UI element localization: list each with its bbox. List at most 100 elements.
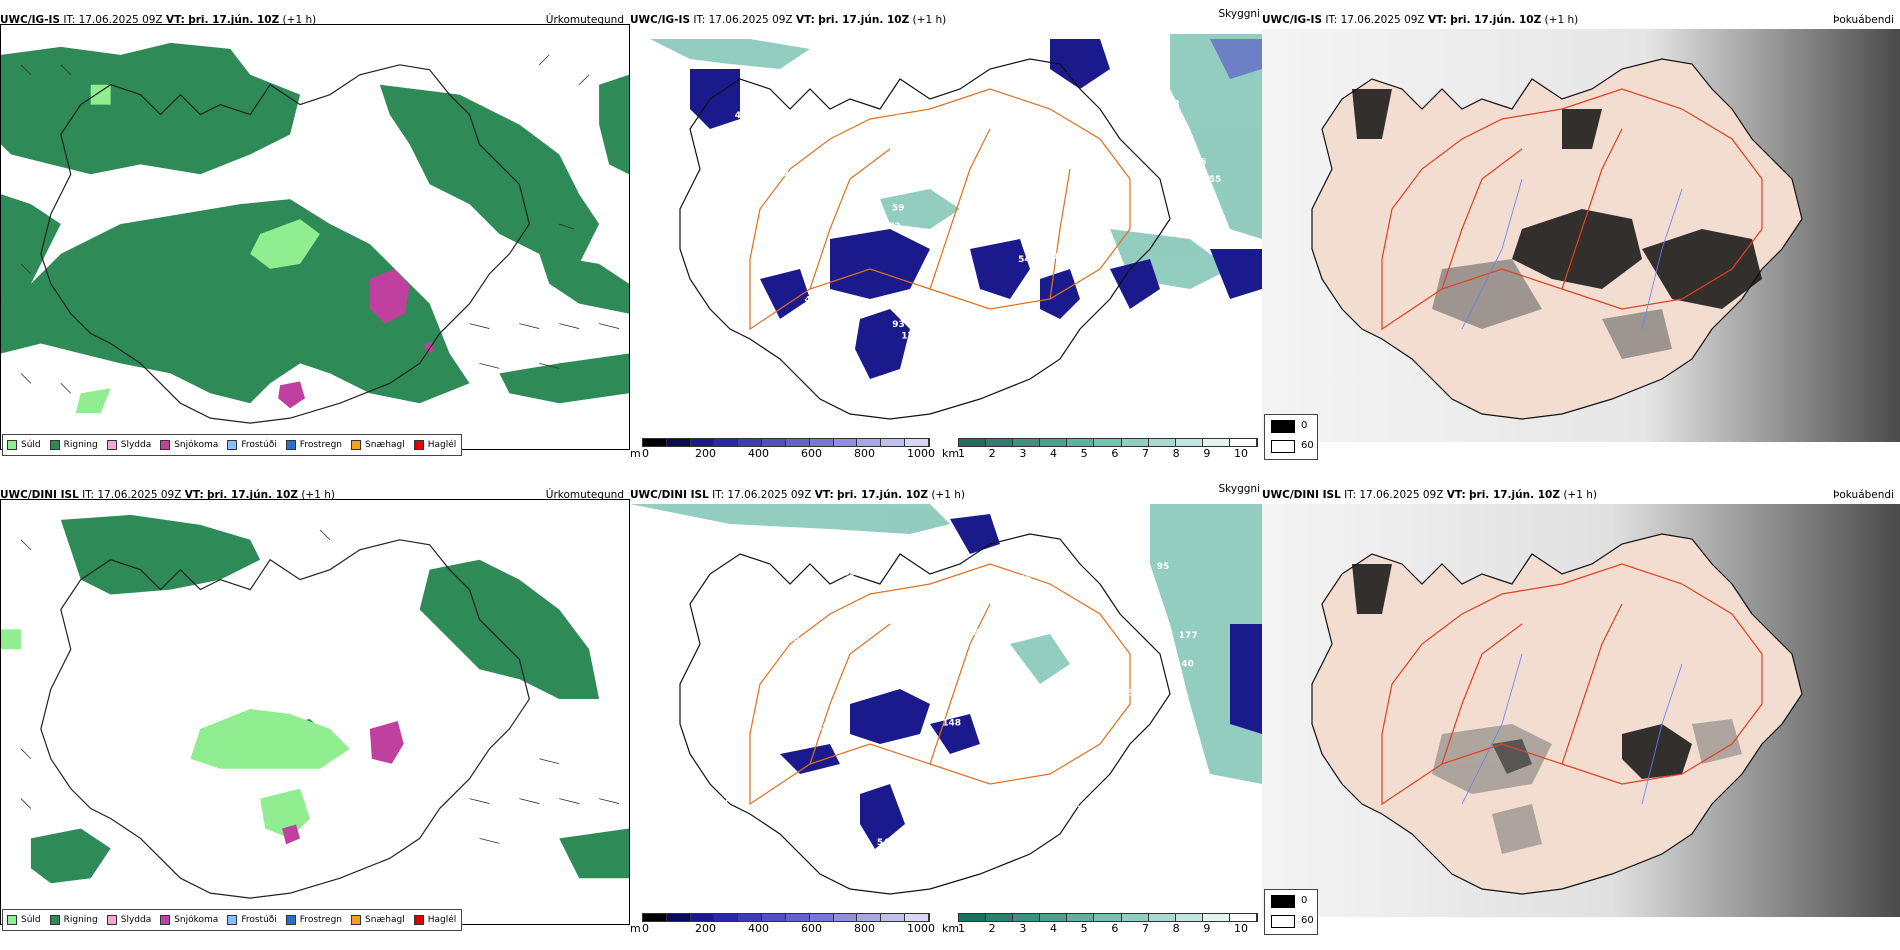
model-name: UWC/DINI ISL <box>630 489 709 501</box>
legend-label: Snæhagl <box>365 915 405 925</box>
issue-time-label: IT: <box>712 489 725 501</box>
fog-legend-white <box>1271 440 1295 453</box>
colorbar-segment <box>1229 439 1258 446</box>
colorbar-tick-label: 800 <box>853 922 875 935</box>
lead-time: (+1 h) <box>1563 489 1597 501</box>
visibility-value: 178 <box>1070 672 1089 682</box>
legend-item: Frostregn <box>285 440 342 450</box>
visibility-value: 70 <box>978 172 991 182</box>
valid-time: þri. 17.jún. 10Z <box>188 14 280 26</box>
legend-swatch <box>285 915 296 925</box>
colorbar-tick-label: 7 <box>1142 922 1149 935</box>
legend-label: Snjókoma <box>174 440 219 450</box>
visibility-map: 144 177 134 126 114 108 62 68 95 93 40 719 61 47 47 230… <box>630 504 1262 917</box>
fog-legend-black <box>1271 420 1295 433</box>
visibility-value: 73 <box>1159 814 1172 824</box>
colorbar-segment <box>881 914 906 921</box>
visibility-value: 75 <box>1110 364 1123 374</box>
ceiling-colorbar: m 0 200 400 600 800 1000 <box>630 913 935 935</box>
parameter-label: Úrkomutegund <box>545 14 624 26</box>
colorbar-segment <box>809 439 834 446</box>
visibility-area <box>650 34 1262 289</box>
fog-map-svg <box>1262 504 1900 917</box>
legend-item: Haglél <box>413 440 456 450</box>
colorbar-tick-label: 800 <box>853 447 875 460</box>
colorbar-segment <box>857 439 882 446</box>
drizzle-area <box>75 84 320 414</box>
colorbar-segment <box>714 914 739 921</box>
visibility-value: 234 <box>970 195 989 205</box>
panel-title: UWC/DINI ISL IT: 17.06.2025 09Z VT: þri.… <box>630 483 1262 504</box>
colorbar-segment <box>857 914 882 921</box>
legend-label: Súld <box>21 915 41 925</box>
colorbar-tick-label: 1 <box>958 922 965 935</box>
valid-time-label: VT: <box>1427 14 1447 26</box>
colorbar-tick-label: 600 <box>800 447 822 460</box>
legend-item: Snjókoma <box>160 440 218 450</box>
colorbar-segment <box>905 914 929 921</box>
visibility-value: 157 <box>1057 632 1076 642</box>
visibility-value: 719 <box>708 605 727 615</box>
lead-time: (+1 h) <box>282 14 317 26</box>
legend-label: Slydda <box>120 440 152 450</box>
fog-area <box>1352 89 1762 309</box>
visibility-value: 68 <box>721 715 734 725</box>
legend-swatch <box>7 915 17 925</box>
legend-swatch <box>106 915 117 925</box>
fog-legend-black-label: 0 <box>1301 895 1308 906</box>
colorbar-segment <box>1094 439 1122 446</box>
visibility-panel-top: UWC/IG-IS IT: 17.06.2025 09Z VT: þri. 17… <box>630 8 1262 462</box>
legend-item: Snæhagl <box>351 440 405 450</box>
colorbar-tick-label: 4 <box>1050 922 1057 935</box>
visibility-value: 35 <box>1019 575 1032 585</box>
visibility-value: 173 <box>847 154 866 164</box>
colorbar-tick-label: 3 <box>1019 922 1027 935</box>
model-name: UWC/DINI ISL <box>0 489 79 501</box>
fog-map <box>1262 504 1900 917</box>
visibility-colorbar-strip <box>958 913 1258 922</box>
visibility-value: 89 <box>705 350 718 360</box>
snow-area <box>278 268 434 409</box>
colorbar-tick-label: 400 <box>747 447 769 460</box>
colorbar-tick-label: 600 <box>800 922 822 935</box>
issue-time: 17.06.2025 09Z <box>1359 489 1444 501</box>
visibility-value: 61 <box>729 305 742 315</box>
colorbar-segment <box>1175 439 1203 446</box>
visibility-value: 141 <box>810 724 829 734</box>
valid-time: þri. 17.jún. 10Z <box>837 489 928 501</box>
precip-map <box>0 24 630 450</box>
colorbar-tick-label: 9 <box>1203 922 1211 935</box>
colorbar-segment <box>1121 914 1149 921</box>
colorbar-tick-label: 200 <box>694 447 716 460</box>
visibility-value: 333 <box>837 568 856 578</box>
issue-time: 17.06.2025 09Z <box>97 489 182 501</box>
valid-time-label: VT: <box>1446 489 1466 501</box>
colorbar-segment <box>1148 439 1176 446</box>
valid-time-label: VT: <box>814 489 834 501</box>
visibility-colorbar: km 1 2 3 4 5 6 7 8 9 10 <box>942 913 1258 935</box>
legend-label: Frostúði <box>241 915 277 925</box>
colorbar-tick-label: 5 <box>1080 922 1088 935</box>
colorbar-segment <box>1175 914 1203 921</box>
visibility-value: 99 <box>1150 748 1163 758</box>
forecast-row-top: UWC/IG-IS IT: 17.06.2025 09Z VT: þri. 17… <box>0 8 1900 462</box>
legend-item: Snæhagl <box>351 915 405 925</box>
precip-type-panel-top: UWC/IG-IS IT: 17.06.2025 09Z VT: þri. 17… <box>0 12 630 462</box>
colorbar-tick-label: 0 <box>642 922 649 935</box>
fog-legend-white-label: 60 <box>1301 440 1314 451</box>
visibility-value: 140 <box>969 185 988 195</box>
fog-legend: 0 60 <box>1264 889 1318 935</box>
visibility-value: 144 <box>753 370 772 380</box>
wind-barbs <box>20 54 620 394</box>
legend-item: Rigning <box>49 915 98 925</box>
visibility-value: 62 <box>1136 652 1149 662</box>
colorbar-segment <box>986 914 1014 921</box>
colorbar-segment <box>833 914 858 921</box>
colorbar-tick-label: 10 <box>1234 447 1248 460</box>
visibility-value: 54 <box>877 838 890 848</box>
legend-label: Snjókoma <box>174 915 219 925</box>
visibility-value: 40 <box>1141 660 1154 670</box>
river-network <box>1461 178 1683 330</box>
visibility-map-svg: 144 177 134 126 114 108 62 68 95 93 40 719 61 47 47 230… <box>630 504 1262 917</box>
visibility-value: 103 <box>1059 257 1078 267</box>
